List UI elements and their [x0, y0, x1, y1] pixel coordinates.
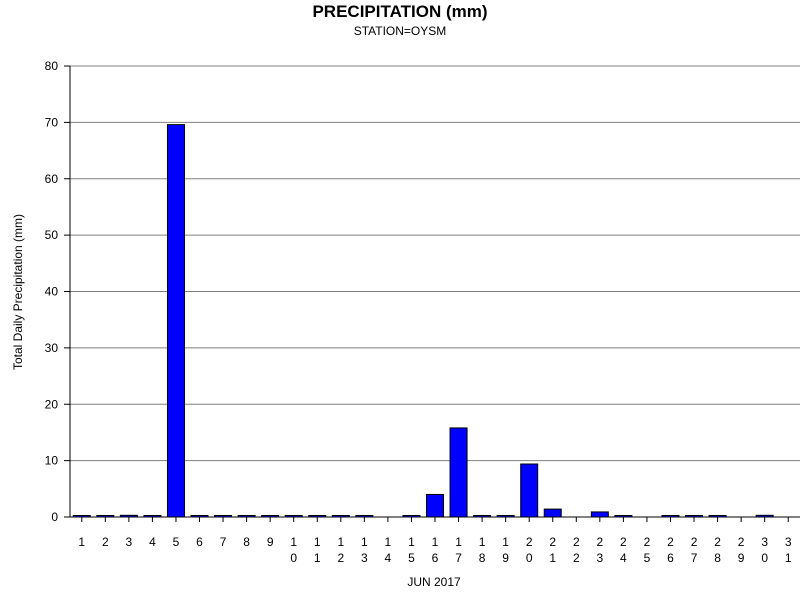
bar-day-21 — [543, 508, 562, 518]
bar-day-5 — [166, 124, 185, 518]
y-tick-labels: 0 10 20 30 40 50 60 70 80 — [45, 59, 59, 524]
x-tick-label: 7 — [220, 535, 227, 549]
y-tick-label: 10 — [45, 454, 59, 468]
chart-subtitle: STATION=OYSM — [354, 24, 447, 38]
x-tick-label: 9 — [267, 535, 274, 549]
y-tick-label: 30 — [45, 341, 59, 355]
x-tick-label: 8 — [243, 535, 250, 549]
y-tick-label: 50 — [45, 228, 59, 242]
x-tick-label: 3 — [126, 535, 133, 549]
bar-day-20 — [520, 463, 539, 518]
chart-title: PRECIPITATION (mm) — [312, 2, 487, 21]
y-axis-title: Total Daily Precipitation (mm) — [11, 214, 25, 370]
bar-day-17 — [449, 427, 468, 518]
x-tick-label: 1 — [78, 535, 85, 549]
y-tick-label: 0 — [51, 510, 58, 524]
y-tick-label: 20 — [45, 397, 59, 411]
y-tick-label: 40 — [45, 285, 59, 299]
bar-day-16 — [426, 493, 444, 518]
x-tick-label: 5 — [173, 535, 180, 549]
y-tick-label: 80 — [45, 59, 59, 73]
x-tick-label: 2 — [102, 535, 109, 549]
x-tick-labels: 1 2 3 4 5 6 7 8 9 1 01 11 21 31 41 51 61 71 81 92 02 12 22 32 42… — [78, 535, 791, 565]
x-tick-label: 6 — [196, 535, 203, 549]
gridlines — [70, 65, 800, 462]
y-tick-label: 70 — [45, 115, 59, 129]
x-tick-label: 4 — [149, 535, 156, 549]
x-axis-title: JUN 2017 — [407, 575, 461, 589]
axes — [64, 65, 800, 522]
bar-day-23 — [590, 511, 609, 518]
y-tick-label: 60 — [45, 172, 59, 186]
